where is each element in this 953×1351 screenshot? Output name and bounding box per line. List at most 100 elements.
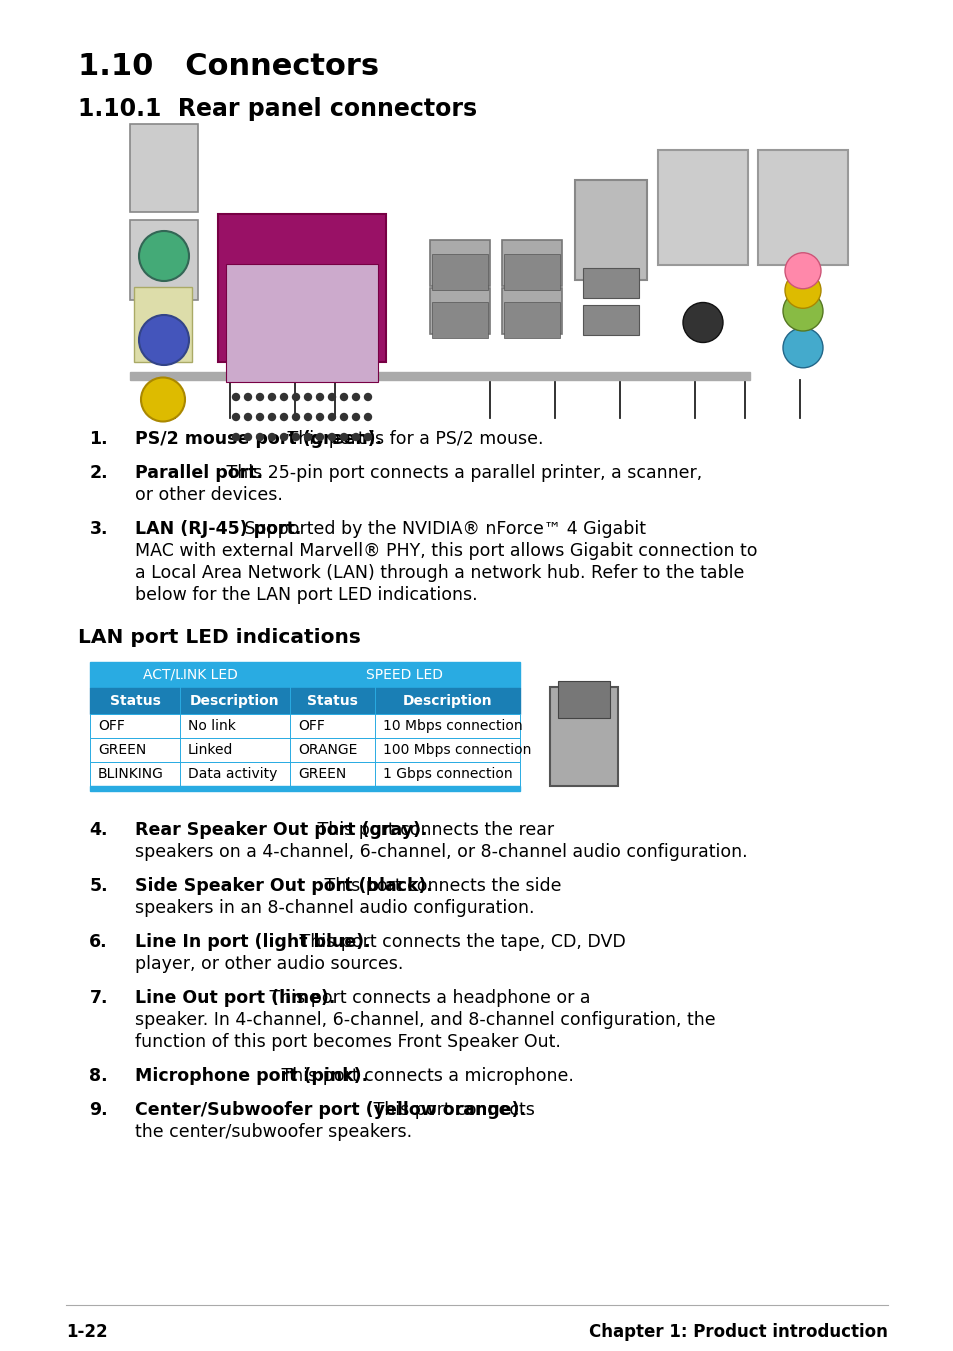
Text: PS/2 mouse port (green).: PS/2 mouse port (green). xyxy=(135,430,382,449)
Circle shape xyxy=(293,413,299,420)
Circle shape xyxy=(141,377,185,422)
Circle shape xyxy=(293,434,299,440)
Text: Supported by the NVIDIA® nForce™ 4 Gigabit: Supported by the NVIDIA® nForce™ 4 Gigab… xyxy=(239,520,645,538)
Text: 1.: 1. xyxy=(90,430,108,449)
Text: speakers in an 8-channel audio configuration.: speakers in an 8-channel audio configura… xyxy=(135,898,534,917)
Circle shape xyxy=(782,328,822,367)
Bar xyxy=(575,180,646,280)
Circle shape xyxy=(280,434,287,440)
Circle shape xyxy=(244,413,252,420)
Text: SPEED LED: SPEED LED xyxy=(366,667,443,682)
Text: This port connects a microphone.: This port connects a microphone. xyxy=(275,1067,573,1085)
Text: This port connects: This port connects xyxy=(367,1101,534,1119)
Circle shape xyxy=(364,413,371,420)
Bar xyxy=(282,359,322,380)
Bar xyxy=(226,263,377,382)
Circle shape xyxy=(328,434,335,440)
Text: Linked: Linked xyxy=(188,743,233,757)
Text: 4.: 4. xyxy=(90,821,108,839)
Text: This port connects a headphone or a: This port connects a headphone or a xyxy=(263,989,589,1006)
Bar xyxy=(432,254,488,290)
Circle shape xyxy=(256,434,263,440)
Circle shape xyxy=(244,393,252,400)
Circle shape xyxy=(340,413,347,420)
Circle shape xyxy=(352,413,359,420)
Text: 10 Mbps connection: 10 Mbps connection xyxy=(382,719,522,734)
Text: Rear Speaker Out port (gray).: Rear Speaker Out port (gray). xyxy=(135,821,427,839)
Text: Side Speaker Out port (black).: Side Speaker Out port (black). xyxy=(135,877,433,894)
Circle shape xyxy=(139,231,189,281)
Text: the center/subwoofer speakers.: the center/subwoofer speakers. xyxy=(135,1123,412,1142)
Bar xyxy=(90,762,519,786)
Text: 5.: 5. xyxy=(90,877,108,894)
Bar xyxy=(90,662,519,688)
Text: 1 Gbps connection: 1 Gbps connection xyxy=(382,767,512,781)
Circle shape xyxy=(784,253,821,289)
Text: Parallel port.: Parallel port. xyxy=(135,463,263,482)
Text: 100 Mbps connection: 100 Mbps connection xyxy=(382,743,531,757)
Circle shape xyxy=(784,273,821,308)
Bar xyxy=(430,240,490,286)
Text: Microphone port (pink).: Microphone port (pink). xyxy=(135,1067,368,1085)
Text: function of this port becomes Front Speaker Out.: function of this port becomes Front Spea… xyxy=(135,1034,560,1051)
Bar xyxy=(90,688,519,713)
Text: Chapter 1: Product introduction: Chapter 1: Product introduction xyxy=(589,1323,887,1342)
Text: ACT/LINK LED: ACT/LINK LED xyxy=(142,667,237,682)
Bar xyxy=(758,150,847,265)
Text: player, or other audio sources.: player, or other audio sources. xyxy=(135,955,403,973)
Text: 9.: 9. xyxy=(90,1101,108,1119)
Bar xyxy=(658,150,747,265)
Bar xyxy=(430,288,490,334)
Text: This port is for a PS/2 mouse.: This port is for a PS/2 mouse. xyxy=(281,430,543,449)
Circle shape xyxy=(244,434,252,440)
Text: Data activity: Data activity xyxy=(188,767,277,781)
Text: No link: No link xyxy=(188,719,235,734)
Text: Center/Subwoofer port (yellow orange).: Center/Subwoofer port (yellow orange). xyxy=(135,1101,525,1119)
Bar xyxy=(90,786,519,790)
Bar xyxy=(130,220,198,300)
Text: Description: Description xyxy=(190,694,279,708)
Circle shape xyxy=(233,393,239,400)
Bar xyxy=(218,213,386,362)
Bar xyxy=(130,124,198,212)
Text: 3.: 3. xyxy=(90,520,108,538)
Text: Status: Status xyxy=(307,694,357,708)
Circle shape xyxy=(304,434,312,440)
Circle shape xyxy=(364,393,371,400)
Bar xyxy=(90,713,519,738)
Circle shape xyxy=(268,413,275,420)
Text: This port connects the rear: This port connects the rear xyxy=(313,821,554,839)
Circle shape xyxy=(352,434,359,440)
Bar xyxy=(130,372,749,380)
Text: GREEN: GREEN xyxy=(297,767,346,781)
Bar xyxy=(90,738,519,762)
Text: speaker. In 4-channel, 6-channel, and 8-channel configuration, the: speaker. In 4-channel, 6-channel, and 8-… xyxy=(135,1011,715,1029)
Circle shape xyxy=(328,413,335,420)
Circle shape xyxy=(268,434,275,440)
Text: BLINKING: BLINKING xyxy=(98,767,164,781)
Text: 2.: 2. xyxy=(90,463,108,482)
Bar xyxy=(133,286,192,362)
Text: 1.10.1  Rear panel connectors: 1.10.1 Rear panel connectors xyxy=(78,97,476,122)
Circle shape xyxy=(268,393,275,400)
Text: ORANGE: ORANGE xyxy=(297,743,357,757)
Circle shape xyxy=(293,393,299,400)
Text: speakers on a 4-channel, 6-channel, or 8-channel audio configuration.: speakers on a 4-channel, 6-channel, or 8… xyxy=(135,843,747,861)
Circle shape xyxy=(316,434,323,440)
Circle shape xyxy=(256,393,263,400)
Bar xyxy=(305,270,351,330)
Text: MAC with external Marvell® PHY, this port allows Gigabit connection to: MAC with external Marvell® PHY, this por… xyxy=(135,542,757,561)
Text: Description: Description xyxy=(402,694,492,708)
Circle shape xyxy=(256,413,263,420)
Bar xyxy=(432,303,488,338)
Circle shape xyxy=(364,434,371,440)
Circle shape xyxy=(316,393,323,400)
Circle shape xyxy=(280,413,287,420)
Circle shape xyxy=(340,393,347,400)
Text: 8.: 8. xyxy=(90,1067,108,1085)
Bar xyxy=(501,288,561,334)
Bar xyxy=(501,240,561,286)
Circle shape xyxy=(328,393,335,400)
Circle shape xyxy=(304,393,312,400)
Text: Status: Status xyxy=(110,694,160,708)
